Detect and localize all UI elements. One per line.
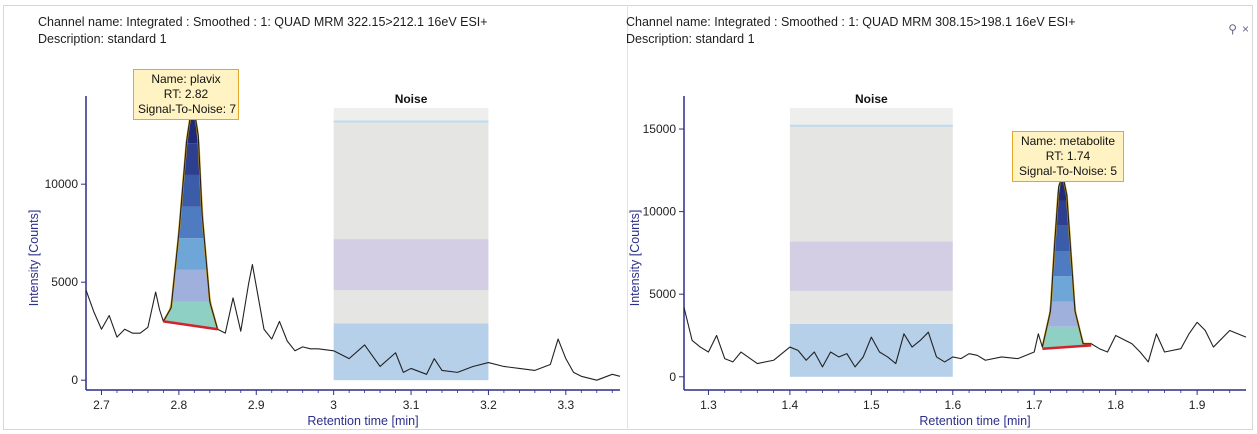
y-tick-label: 0 [71, 373, 78, 387]
peak-band [163, 174, 218, 207]
x-tick-label: 1.3 [700, 398, 717, 412]
noise-band [789, 125, 953, 242]
chromatogram-plot-right[interactable]: Noise 1.3 1.4 1.5 1.6 1.7 1.8 1.9 0 5000 10000 1500… [628, 0, 1257, 432]
peak-band [1042, 326, 1092, 349]
x-axis-title: Retention time [min] [307, 414, 418, 428]
tooltip-signal-to-noise: Signal-To-Noise: 7 [138, 102, 237, 116]
x-tick-label: 1.7 [1026, 398, 1043, 412]
x-tick-label: 2.7 [93, 398, 110, 412]
x-tick-label: 1.9 [1189, 398, 1206, 412]
panel-divider [627, 5, 628, 430]
noise-band [789, 108, 953, 126]
peak-band [163, 143, 218, 175]
peak-band [1042, 251, 1092, 277]
close-icon[interactable]: × [1241, 22, 1249, 36]
tooltip-name: Name: metabolite [1020, 134, 1116, 148]
description-label: Description: standard 1 [626, 32, 755, 46]
peak-baseline [1042, 344, 1092, 350]
peak-tooltip: Name: plavix RT: 2.82 Signal-To-Noise: 7 [133, 69, 239, 120]
noise-band [333, 108, 489, 122]
y-tick-label: 0 [669, 370, 676, 384]
peak-baseline [163, 320, 218, 331]
noise-region [333, 108, 489, 381]
channel-name-label: Channel name: Integrated : Smoothed : 1:… [626, 15, 1076, 29]
y-tick-label: 5000 [649, 287, 676, 301]
chromatogram-trace [85, 111, 621, 381]
x-tick-label: 3.2 [480, 398, 497, 412]
integrated-peak-area [163, 112, 218, 330]
x-tick-label: 2.8 [171, 398, 188, 412]
x-tick-label: 2.9 [248, 398, 265, 412]
noise-label: Noise [855, 92, 888, 106]
noise-band [333, 239, 489, 291]
x-tick-label: 3 [330, 398, 337, 412]
peak-tooltip: Name: metabolite RT: 1.74 Signal-To-Nois… [1012, 131, 1124, 182]
noise-band [789, 241, 953, 291]
x-tick-label: 3.1 [403, 398, 420, 412]
y-tick-label: 10000 [45, 177, 79, 191]
y-axis-title: Intensity [Counts] [27, 210, 41, 307]
tooltip-name: Name: plavix [151, 72, 221, 86]
chromatogram-panel-left: Channel name: Integrated : Smoothed : 1:… [0, 0, 628, 432]
x-tick-label: 1.6 [944, 398, 961, 412]
noise-band [789, 290, 953, 324]
peak-band [163, 238, 218, 270]
peak-band [163, 206, 218, 239]
y-axis-title: Intensity [Counts] [628, 210, 642, 307]
panel-header: Channel name: Integrated : Smoothed : 1:… [626, 14, 1076, 48]
y-tick-label: 10000 [643, 205, 677, 219]
noise-band [333, 290, 489, 324]
noise-region [789, 108, 953, 377]
peak-band [1042, 225, 1092, 252]
x-axis-title: Retention time [min] [919, 414, 1030, 428]
noise-band [789, 323, 953, 377]
peak-band [1042, 276, 1092, 302]
tooltip-rt: RT: 1.74 [1045, 149, 1091, 163]
x-tick-label: 3.3 [557, 398, 574, 412]
x-tick-label: 1.8 [1107, 398, 1124, 412]
noise-label: Noise [395, 92, 428, 106]
panel-header: Channel name: Integrated : Smoothed : 1:… [38, 14, 488, 48]
x-tick-label: 1.4 [782, 398, 799, 412]
tooltip-rt: RT: 2.82 [163, 87, 209, 101]
chromatogram-panel-right: Channel name: Integrated : Smoothed : 1:… [626, 0, 1257, 432]
y-tick-label: 5000 [51, 275, 78, 289]
x-tick-label: 1.5 [863, 398, 880, 412]
chromatogram-trace [683, 174, 1247, 368]
peak-band [163, 269, 218, 302]
chromatogram-plot-left[interactable]: Noise 2.7 2.8 2.9 3 3.1 3.2 3.3 0 5000 10000 Retent… [0, 0, 628, 432]
y-tick-label: 15000 [643, 122, 677, 136]
tooltip-signal-to-noise: Signal-To-Noise: 5 [1018, 164, 1118, 178]
pane-controls: ⚲ × [1223, 22, 1249, 36]
description-label: Description: standard 1 [38, 32, 167, 46]
pin-icon[interactable]: ⚲ [1228, 22, 1237, 36]
noise-band [333, 121, 489, 240]
channel-name-label: Channel name: Integrated : Smoothed : 1:… [38, 15, 488, 29]
